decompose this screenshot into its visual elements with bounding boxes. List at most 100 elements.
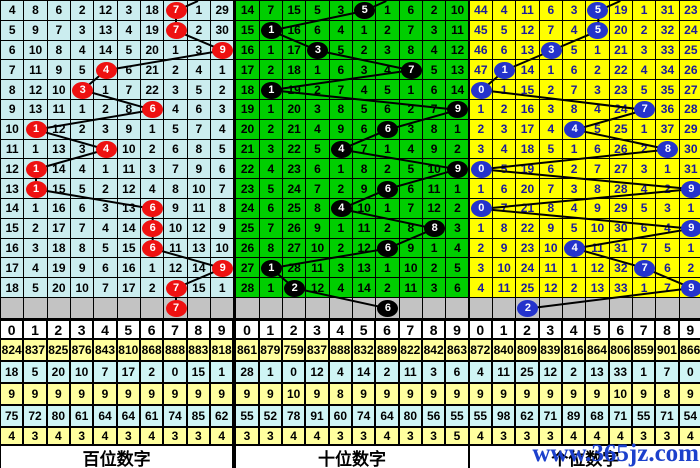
stat-cell: 889 xyxy=(376,340,400,362)
gray-row-cell xyxy=(586,298,610,319)
grid-cell: 8 xyxy=(422,119,447,140)
gray-row-cell xyxy=(306,298,330,319)
stat-cell: 868 xyxy=(141,340,165,362)
stat-cell: 3 xyxy=(164,428,188,446)
grid-cell: 4 xyxy=(376,60,400,81)
grid-cell: 5 xyxy=(562,218,587,239)
grid-cell: 26 xyxy=(282,218,307,239)
stat-cell: 1 xyxy=(211,362,235,384)
grid-cell: 3 xyxy=(329,1,353,21)
grid-cell: 1 xyxy=(679,238,700,259)
stat-cell: 89 xyxy=(562,406,587,428)
grid-cell: 4 xyxy=(562,199,587,219)
grid-cell: 13 xyxy=(117,199,141,219)
grid-cell: 32 xyxy=(656,20,680,41)
grid-cell: 28 xyxy=(282,258,307,279)
stat-cell: 9 xyxy=(71,384,95,406)
stat-cell: 872 xyxy=(469,340,493,362)
grid-cell: 17 xyxy=(516,119,540,140)
grid-cell: 6 xyxy=(352,119,377,140)
stat-cell: 4 xyxy=(47,428,71,446)
grid-cell: 9 xyxy=(1,100,25,120)
grid-cell: 13 xyxy=(94,20,118,41)
digit-header-cell: 4 xyxy=(94,319,118,340)
grid-cell: 1 xyxy=(446,119,470,140)
grid-cell: 2 xyxy=(164,60,188,81)
drawn-digit-ball: 7 xyxy=(165,2,187,20)
gray-row-cell xyxy=(446,298,470,319)
gray-row-cell xyxy=(71,298,95,319)
panel-footer-label: 个位数字 xyxy=(469,446,700,468)
grid-cell: 9 xyxy=(306,218,330,239)
stat-cell: 759 xyxy=(282,340,307,362)
grid-cell: 46 xyxy=(469,40,493,61)
grid-cell: 11 xyxy=(422,179,447,199)
grid-cell: 1 xyxy=(306,60,330,81)
stat-cell: 9 xyxy=(47,384,71,406)
grid-cell: 31 xyxy=(679,159,700,180)
grid-cell: 2 xyxy=(422,1,447,21)
grid-cell: 23 xyxy=(516,238,540,259)
stat-cell: 68 xyxy=(586,406,610,428)
drawn-digit-ball: 1 xyxy=(25,121,47,139)
grid-cell: 34 xyxy=(656,60,680,81)
grid-cell: 3 xyxy=(422,278,447,298)
grid-cell: 27 xyxy=(282,238,307,259)
grid-cell: 4 xyxy=(187,60,211,81)
grid-cell: 11 xyxy=(187,199,211,219)
grid-cell: 28 xyxy=(236,278,260,298)
grid-cell: 17 xyxy=(236,60,260,81)
grid-cell: 6 xyxy=(117,60,141,81)
grid-cell: 9 xyxy=(329,119,353,140)
grid-cell: 3 xyxy=(469,139,493,160)
digit-header-cell: 6 xyxy=(376,319,400,340)
grid-cell: 8 xyxy=(306,199,330,219)
grid-cell: 10 xyxy=(71,278,95,298)
grid-cell: 7 xyxy=(632,238,657,259)
grid-cell: 12 xyxy=(24,80,48,100)
grid-cell: 4 xyxy=(446,238,470,259)
grid-cell: 19 xyxy=(47,258,71,279)
grid-cell: 13 xyxy=(47,139,71,160)
stat-cell: 9 xyxy=(94,384,118,406)
stat-cell: 4 xyxy=(679,428,700,446)
grid-cell: 10 xyxy=(399,258,423,279)
grid-cell: 11 xyxy=(306,258,330,279)
grid-cell: 10 xyxy=(539,238,563,259)
gray-row-cell xyxy=(24,298,48,319)
grid-cell: 5 xyxy=(446,258,470,279)
grid-cell: 31 xyxy=(609,238,633,259)
stat-cell: 62 xyxy=(211,406,235,428)
grid-cell: 12 xyxy=(187,218,211,239)
grid-cell: 6 xyxy=(71,199,95,219)
grid-cell: 1 xyxy=(469,179,493,199)
stat-cell: 824 xyxy=(1,340,25,362)
grid-cell: 14 xyxy=(1,199,25,219)
grid-cell: 11 xyxy=(446,20,470,41)
stat-cell: 25 xyxy=(516,362,540,384)
grid-cell: 5 xyxy=(492,159,517,180)
grid-cell: 4 xyxy=(1,1,25,21)
grid-cell: 4 xyxy=(164,100,188,120)
grid-cell: 9 xyxy=(24,20,48,41)
grid-cell: 1 xyxy=(562,258,587,279)
grid-cell: 4 xyxy=(399,139,423,160)
grid-cell: 1 xyxy=(94,80,118,100)
grid-cell: 25 xyxy=(516,278,540,298)
stat-cell: 9 xyxy=(679,384,700,406)
grid-cell: 3 xyxy=(141,159,165,180)
grid-cell: 17 xyxy=(117,278,141,298)
stat-cell: 18 xyxy=(1,362,25,384)
gray-row-cell xyxy=(141,298,165,319)
grid-cell: 11 xyxy=(47,100,71,120)
stat-cell: 14 xyxy=(352,362,377,384)
grid-cell: 15 xyxy=(516,80,540,100)
grid-cell: 32 xyxy=(609,258,633,279)
stat-cell: 843 xyxy=(94,340,118,362)
grid-cell: 2 xyxy=(492,100,517,120)
stat-cell: 98 xyxy=(492,406,517,428)
stat-cell: 3 xyxy=(632,428,657,446)
grid-cell: 27 xyxy=(236,258,260,279)
grid-cell: 20 xyxy=(236,119,260,140)
stat-cell: 3 xyxy=(187,428,211,446)
